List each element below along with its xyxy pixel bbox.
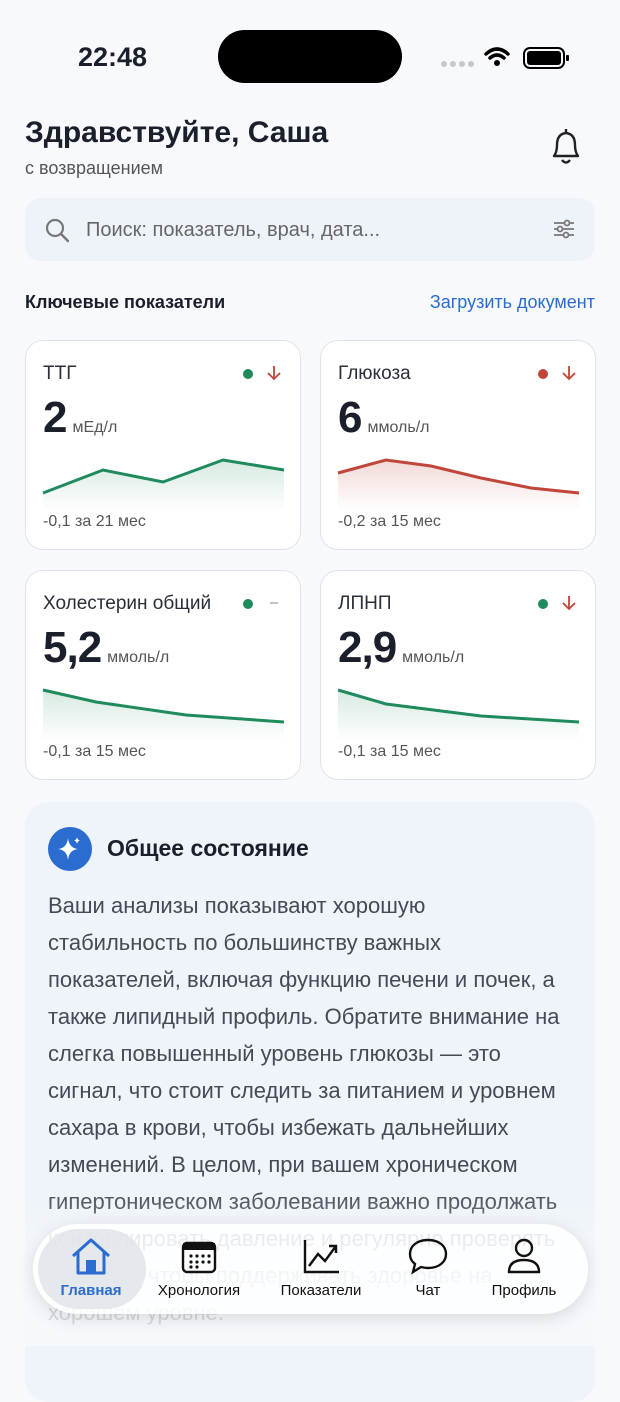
metric-card[interactable]: ТТГ 2 мЕд/л -0,1 за 21 мес [25, 340, 301, 550]
tab-label: Чат [415, 1282, 441, 1299]
metric-unit: ммоль/л [367, 419, 430, 436]
metric-value: 2,9 [338, 623, 397, 672]
tab-timeline[interactable]: Хронология [144, 1236, 254, 1299]
sparkline [42, 688, 285, 741]
metric-change: -0,1 за 15 мес [338, 743, 441, 760]
metric-change: -0,1 за 21 мес [43, 513, 146, 530]
screen: {"status_bar":{"time":"22:48"}, "header"… [0, 30, 620, 1346]
search-icon [45, 218, 70, 243]
metric-card[interactable]: Холестерин общий 5,2 ммоль/л -0,1 за 15 м… [25, 570, 301, 780]
trend-indicator [243, 366, 281, 381]
filter-icon[interactable] [552, 218, 576, 240]
chat-icon [408, 1238, 448, 1275]
sparkline [42, 458, 285, 511]
trend-indicator [243, 599, 278, 609]
profile-icon [507, 1238, 541, 1274]
metric-change: -0,2 за 15 мес [338, 513, 441, 530]
metric-unit: ммоль/л [107, 649, 170, 666]
metric-value: 2 [43, 393, 68, 442]
ai-icon [48, 827, 92, 871]
metric-unit: ммоль/л [402, 649, 465, 666]
tab-label: Профиль [491, 1282, 557, 1299]
dynamic-island [218, 30, 402, 83]
tab-metrics[interactable]: Показатели [266, 1236, 376, 1299]
tab-label: Главная [60, 1282, 122, 1299]
sparkline [337, 688, 580, 741]
tab-chat[interactable]: Чат [373, 1236, 483, 1299]
home-icon [72, 1238, 110, 1275]
bell-button[interactable] [546, 126, 586, 168]
tab-label: Хронология [157, 1282, 241, 1299]
metric-value: 5,2 [43, 623, 102, 672]
metric-value: 6 [338, 393, 363, 442]
metric-name: ЛПНП [338, 593, 392, 614]
search-placeholder: Поиск: показатель, врач, дата... [86, 219, 381, 241]
section-title: Ключевые показатели [25, 292, 226, 312]
metric-card[interactable]: Глюкоза 6 ммоль/л -0,2 за 15 мес [320, 340, 596, 550]
calendar-icon [181, 1241, 217, 1274]
tab-home[interactable]: Главная [36, 1236, 146, 1299]
trend-indicator [538, 596, 576, 611]
upload-link[interactable]: Загрузить документ [429, 292, 595, 312]
metric-change: -0,1 за 15 мес [43, 743, 146, 760]
metric-unit: мЕд/л [72, 419, 118, 436]
metric-name: Глюкоза [338, 363, 411, 384]
status-time: 22:48 [78, 42, 148, 72]
metric-card[interactable]: ЛПНП 2,9 ммоль/л -0,1 за 15 мес [320, 570, 596, 780]
summary-title: Общее состояние [107, 835, 309, 861]
greeting: Здравствуйте, Саша [25, 116, 329, 149]
trend-indicator [538, 366, 576, 381]
metric-name: ТТГ [43, 363, 77, 384]
greeting-subtitle: с возвращением [25, 158, 164, 178]
tab-label: Показатели [280, 1282, 362, 1299]
search-bar[interactable]: Поиск: показатель, врач, дата... [25, 198, 595, 261]
tab-profile[interactable]: Профиль [469, 1236, 579, 1299]
sparkline [337, 458, 580, 511]
chart-icon [303, 1240, 339, 1274]
status-icons [441, 47, 569, 69]
metric-name: Холестерин общий [43, 593, 212, 614]
